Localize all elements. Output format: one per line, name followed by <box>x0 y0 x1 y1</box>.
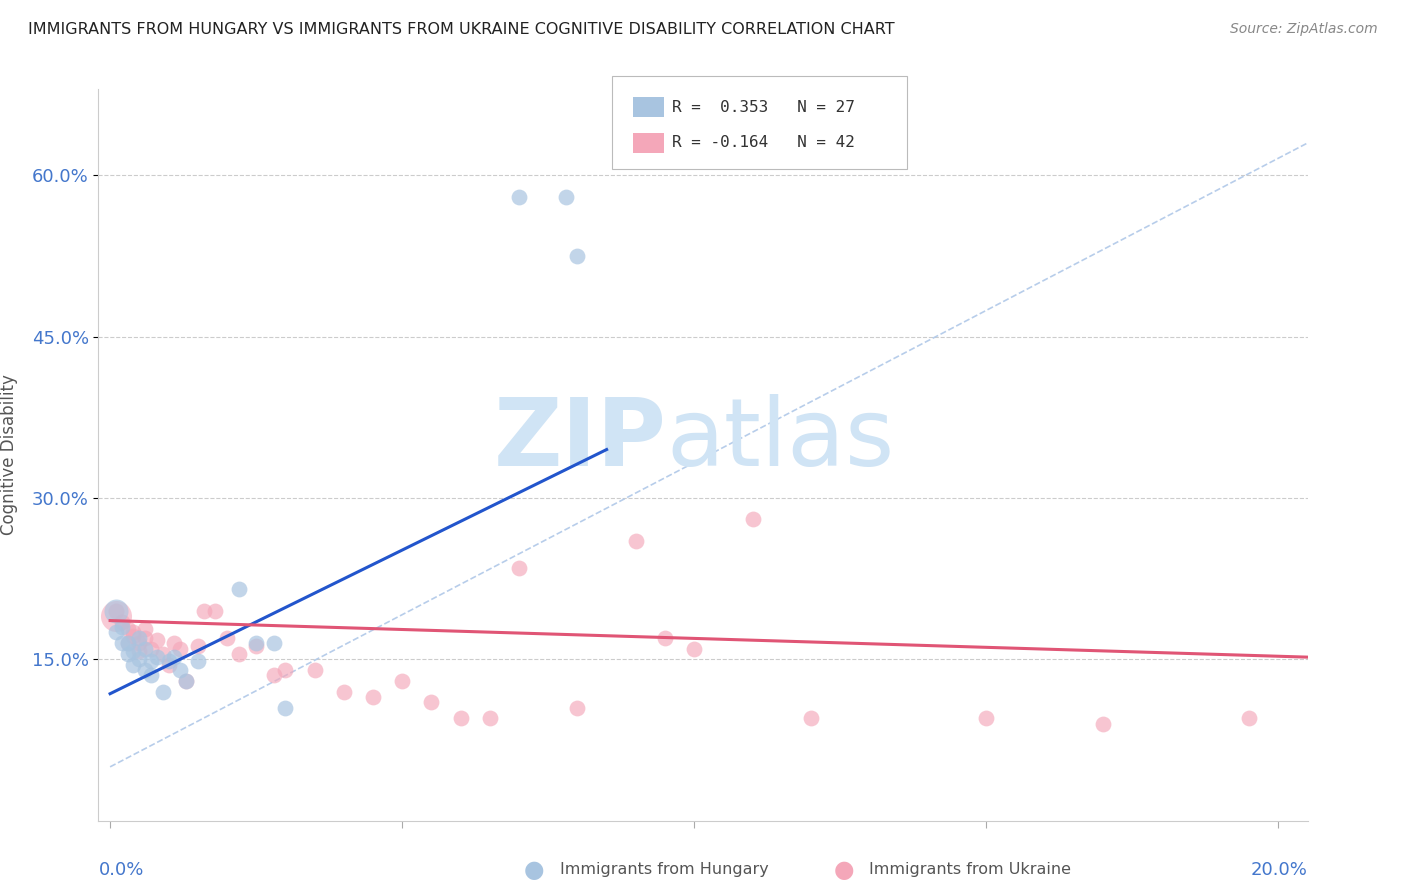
Text: Source: ZipAtlas.com: Source: ZipAtlas.com <box>1230 22 1378 37</box>
Point <box>104 625 127 640</box>
Text: 0.0%: 0.0% <box>98 861 143 879</box>
Point <box>304 663 326 677</box>
Point <box>111 620 134 634</box>
Point <box>139 655 162 669</box>
Point <box>974 711 997 725</box>
Point <box>122 629 145 643</box>
Point <box>391 673 413 688</box>
Point <box>117 636 139 650</box>
Point <box>152 684 174 698</box>
Text: ●: ● <box>834 858 853 881</box>
Point <box>146 650 169 665</box>
Point <box>187 655 209 669</box>
Point <box>134 631 156 645</box>
Point <box>128 643 150 657</box>
Point <box>204 604 226 618</box>
Point <box>152 647 174 661</box>
Point <box>117 647 139 661</box>
Point <box>245 636 267 650</box>
Point <box>117 636 139 650</box>
Point <box>478 711 501 725</box>
Point <box>654 631 676 645</box>
Point <box>134 641 156 656</box>
Point <box>111 615 134 629</box>
Point <box>174 673 197 688</box>
Text: Immigrants from Hungary: Immigrants from Hungary <box>560 863 768 877</box>
Text: 20.0%: 20.0% <box>1251 861 1308 879</box>
Point <box>228 582 250 597</box>
Point <box>332 684 354 698</box>
Point <box>624 533 647 548</box>
Point <box>104 604 127 618</box>
Point <box>263 636 285 650</box>
Point <box>245 640 267 654</box>
Point <box>128 652 150 666</box>
Point <box>174 673 197 688</box>
Point <box>157 657 180 672</box>
Point <box>1237 711 1260 725</box>
Point <box>554 190 576 204</box>
Point <box>508 190 530 204</box>
Point <box>139 668 162 682</box>
Point <box>157 655 180 669</box>
Point <box>128 636 150 650</box>
Point <box>1092 716 1115 731</box>
Point <box>420 695 443 709</box>
Point <box>274 700 297 714</box>
Point <box>193 604 215 618</box>
Point <box>567 249 589 263</box>
Text: IMMIGRANTS FROM HUNGARY VS IMMIGRANTS FROM UKRAINE COGNITIVE DISABILITY CORRELAT: IMMIGRANTS FROM HUNGARY VS IMMIGRANTS FR… <box>28 22 894 37</box>
Point <box>683 641 706 656</box>
Point <box>111 636 134 650</box>
Text: ZIP: ZIP <box>494 394 666 486</box>
Point <box>741 512 763 526</box>
Text: atlas: atlas <box>666 394 896 486</box>
Point <box>104 609 127 624</box>
Text: Immigrants from Ukraine: Immigrants from Ukraine <box>869 863 1071 877</box>
Point <box>169 641 191 656</box>
Point <box>122 643 145 657</box>
Point <box>104 604 127 618</box>
Point <box>134 663 156 677</box>
Point <box>122 657 145 672</box>
Text: R =  0.353   N = 27: R = 0.353 N = 27 <box>672 100 855 114</box>
Y-axis label: Cognitive Disability: Cognitive Disability <box>0 375 18 535</box>
Point <box>146 632 169 647</box>
Point <box>361 690 384 704</box>
Point <box>139 641 162 656</box>
Point <box>263 668 285 682</box>
Point <box>215 631 238 645</box>
Point <box>163 650 186 665</box>
Point <box>800 711 823 725</box>
Point <box>228 647 250 661</box>
Point <box>274 663 297 677</box>
Point <box>567 700 589 714</box>
Point <box>169 663 191 677</box>
Point <box>134 622 156 636</box>
Point <box>117 622 139 636</box>
Point <box>187 640 209 654</box>
Point <box>122 625 145 640</box>
Text: R = -0.164   N = 42: R = -0.164 N = 42 <box>672 136 855 150</box>
Point <box>508 561 530 575</box>
Point <box>128 631 150 645</box>
Text: ●: ● <box>524 858 544 881</box>
Point <box>163 636 186 650</box>
Point <box>450 711 472 725</box>
